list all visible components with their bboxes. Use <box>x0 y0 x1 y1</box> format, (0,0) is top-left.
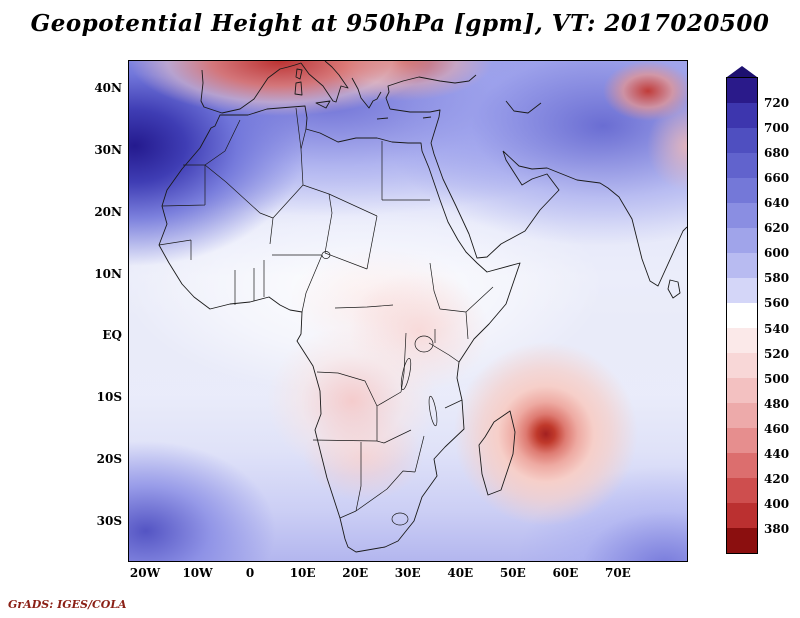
lake-victoria <box>414 335 434 353</box>
colorbar-label: 380 <box>764 521 790 536</box>
colorbar-label: 400 <box>764 496 790 511</box>
lon-tick-label: 0 <box>245 566 255 580</box>
lat-tick-label: 10N <box>94 266 122 281</box>
page-title: Geopotential Height at 950hPa [gpm], VT:… <box>30 10 770 37</box>
lake-tanganyika <box>400 357 412 391</box>
lake-malawi <box>428 395 438 427</box>
colorbar-top-arrow-icon <box>727 66 757 77</box>
colorbar-segment <box>727 278 757 303</box>
colorbar-label: 560 <box>764 296 790 311</box>
colorbar-segment <box>727 153 757 178</box>
colorbar-label: 720 <box>764 96 790 111</box>
geopotential-field <box>129 61 687 561</box>
map-frame <box>128 60 688 562</box>
colorbar-segment <box>727 128 757 153</box>
colorbar-segment <box>727 178 757 203</box>
colorbar-label: 520 <box>764 346 790 361</box>
lon-tick-label: 20W <box>129 566 161 580</box>
africa-coastline <box>158 105 521 553</box>
colorbar-segment <box>727 78 757 103</box>
colorbar-segment <box>727 453 757 478</box>
lat-tick-label: 20N <box>94 204 122 219</box>
colorbar-segment <box>727 428 757 453</box>
colorbar-label: 540 <box>764 321 790 336</box>
grads-stamp: GrADS: IGES/COLA <box>8 598 127 611</box>
lon-tick-label: 40E <box>447 566 474 580</box>
lesotho-border <box>391 512 409 526</box>
colorbar-segment <box>727 528 757 553</box>
lat-tick-label: 40N <box>94 81 122 95</box>
colorbar-segment <box>727 403 757 428</box>
lat-tick-label: 30S <box>96 513 122 528</box>
lon-tick-label: 30E <box>394 566 421 580</box>
colorbar-segment <box>727 103 757 128</box>
lon-tick-label: 20E <box>342 566 369 580</box>
madagascar-outline <box>478 410 516 496</box>
colorbar-label: 460 <box>764 421 790 436</box>
colorbar-label: 620 <box>764 221 790 236</box>
colorbar-segment <box>727 203 757 228</box>
colorbar-segment <box>727 303 757 328</box>
colorbar-labels: 720 700 680 660 640 620 600 580 560 540 520 500 480 4… <box>764 78 798 554</box>
lon-tick-label: 10W <box>182 566 213 580</box>
colorbar-label: 500 <box>764 371 790 386</box>
colorbar-segment <box>727 253 757 278</box>
lat-axis: 40N 30N 20N 10N EQ 10S 20S 30S <box>84 81 122 528</box>
country-borders <box>158 107 494 519</box>
colorbar-label: 440 <box>764 446 790 461</box>
lat-tick-label: EQ <box>102 328 122 343</box>
colorbar-label: 700 <box>764 121 790 136</box>
colorbar-segment <box>727 503 757 528</box>
lake-chad <box>321 251 331 259</box>
colorbar-label: 680 <box>764 146 790 161</box>
lat-tick-label: 10S <box>96 390 122 405</box>
eurasia-coastline <box>200 61 687 299</box>
colorbar-label: 580 <box>764 271 790 286</box>
colorbar: 720 700 680 660 640 620 600 580 560 540 520 500 480 4… <box>726 66 789 554</box>
colorbar-segments <box>726 77 758 554</box>
colorbar-label: 600 <box>764 246 790 261</box>
lon-tick-label: 50E <box>499 566 526 580</box>
lat-tick-label: 20S <box>96 452 122 467</box>
lon-tick-label: 10E <box>289 566 316 580</box>
lakes <box>321 251 438 526</box>
coastline-borders-overlay <box>158 61 687 553</box>
colorbar-label: 640 <box>764 196 790 211</box>
colorbar-label: 480 <box>764 396 790 411</box>
colorbar-segment <box>727 228 757 253</box>
lon-tick-label: 70E <box>604 566 631 580</box>
colorbar-segment <box>727 478 757 503</box>
colorbar-segment <box>727 353 757 378</box>
colorbar-segment <box>727 378 757 403</box>
colorbar-label: 420 <box>764 471 790 486</box>
colorbar-segment <box>727 328 757 353</box>
lat-tick-label: 30N <box>94 142 122 157</box>
lon-tick-label: 60E <box>552 566 579 580</box>
lon-axis: 20W 10W 0 10E 20E 30E 40E 50E 60E 70E <box>119 566 644 580</box>
colorbar-label: 660 <box>764 171 790 186</box>
